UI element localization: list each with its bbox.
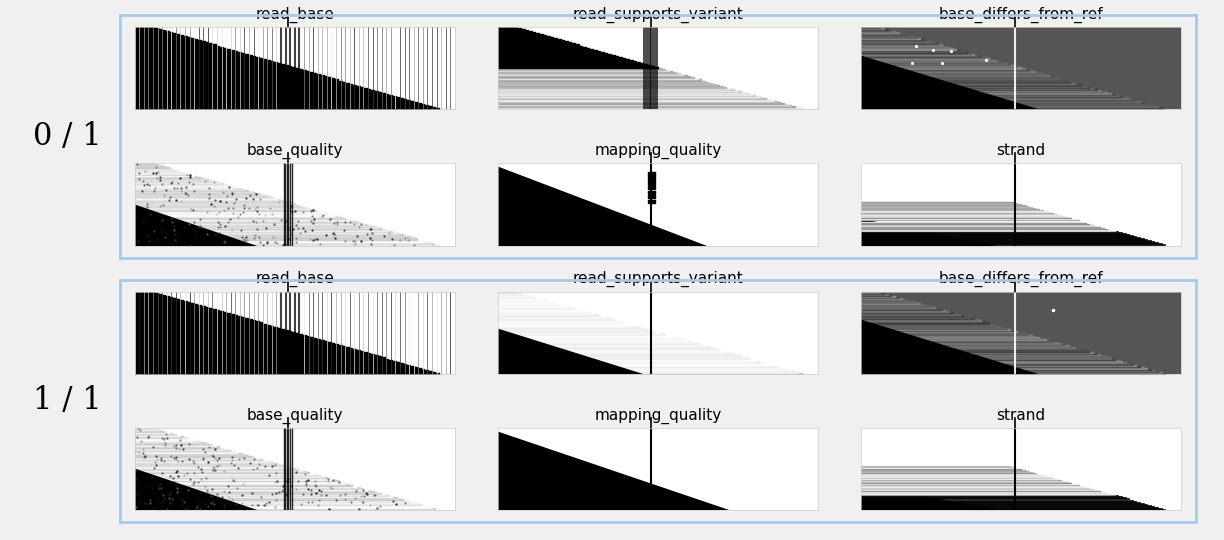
Title: read_base: read_base <box>256 6 334 23</box>
Polygon shape <box>135 469 256 510</box>
Title: base_quality: base_quality <box>246 143 343 159</box>
Text: 0 / 1: 0 / 1 <box>33 121 102 152</box>
Title: mapping_quality: mapping_quality <box>595 408 721 424</box>
Polygon shape <box>498 167 706 246</box>
Polygon shape <box>860 219 995 246</box>
Title: base_differs_from_ref: base_differs_from_ref <box>939 271 1103 287</box>
Polygon shape <box>860 484 995 510</box>
Polygon shape <box>860 320 1037 374</box>
Title: strand: strand <box>996 143 1045 158</box>
Polygon shape <box>498 329 641 374</box>
Title: read_base: read_base <box>256 271 334 287</box>
Polygon shape <box>135 205 256 246</box>
Title: base_quality: base_quality <box>246 408 343 424</box>
Text: 1 / 1: 1 / 1 <box>33 386 102 416</box>
Title: read_supports_variant: read_supports_variant <box>573 6 743 23</box>
Title: read_supports_variant: read_supports_variant <box>573 271 743 287</box>
Title: base_differs_from_ref: base_differs_from_ref <box>939 6 1103 23</box>
Title: strand: strand <box>996 408 1045 423</box>
Title: mapping_quality: mapping_quality <box>595 143 721 159</box>
Polygon shape <box>860 56 1037 109</box>
Polygon shape <box>498 432 728 510</box>
